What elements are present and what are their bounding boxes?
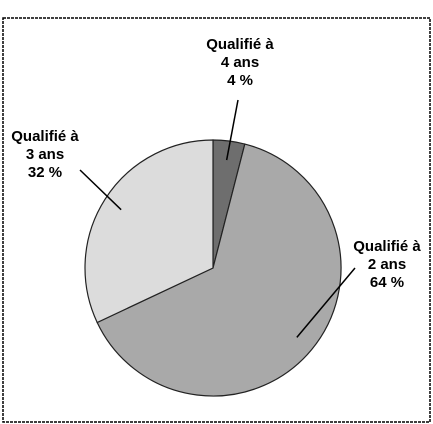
leader-line [79, 169, 122, 211]
category-label: Qualifié à 4 ans [206, 36, 274, 71]
frame [2, 17, 431, 423]
value-label: 64 % [369, 274, 405, 291]
pie-slice [96, 143, 342, 397]
slice-label: Qualifié à 3 ans 32 % [10, 128, 80, 182]
category-label: Qualifié à 2 ans [353, 238, 421, 273]
value-label: 4 % [227, 72, 253, 89]
slice-label: Qualifié à 2 ans 64 % [352, 238, 422, 292]
leader-line [225, 99, 239, 161]
slice-label: Qualifié à 4 ans 4 % [205, 36, 275, 90]
pie-slice [84, 139, 214, 324]
leader-line [296, 267, 356, 338]
value-label: 32 % [27, 164, 63, 181]
category-label: Qualifié à 3 ans [11, 128, 79, 163]
